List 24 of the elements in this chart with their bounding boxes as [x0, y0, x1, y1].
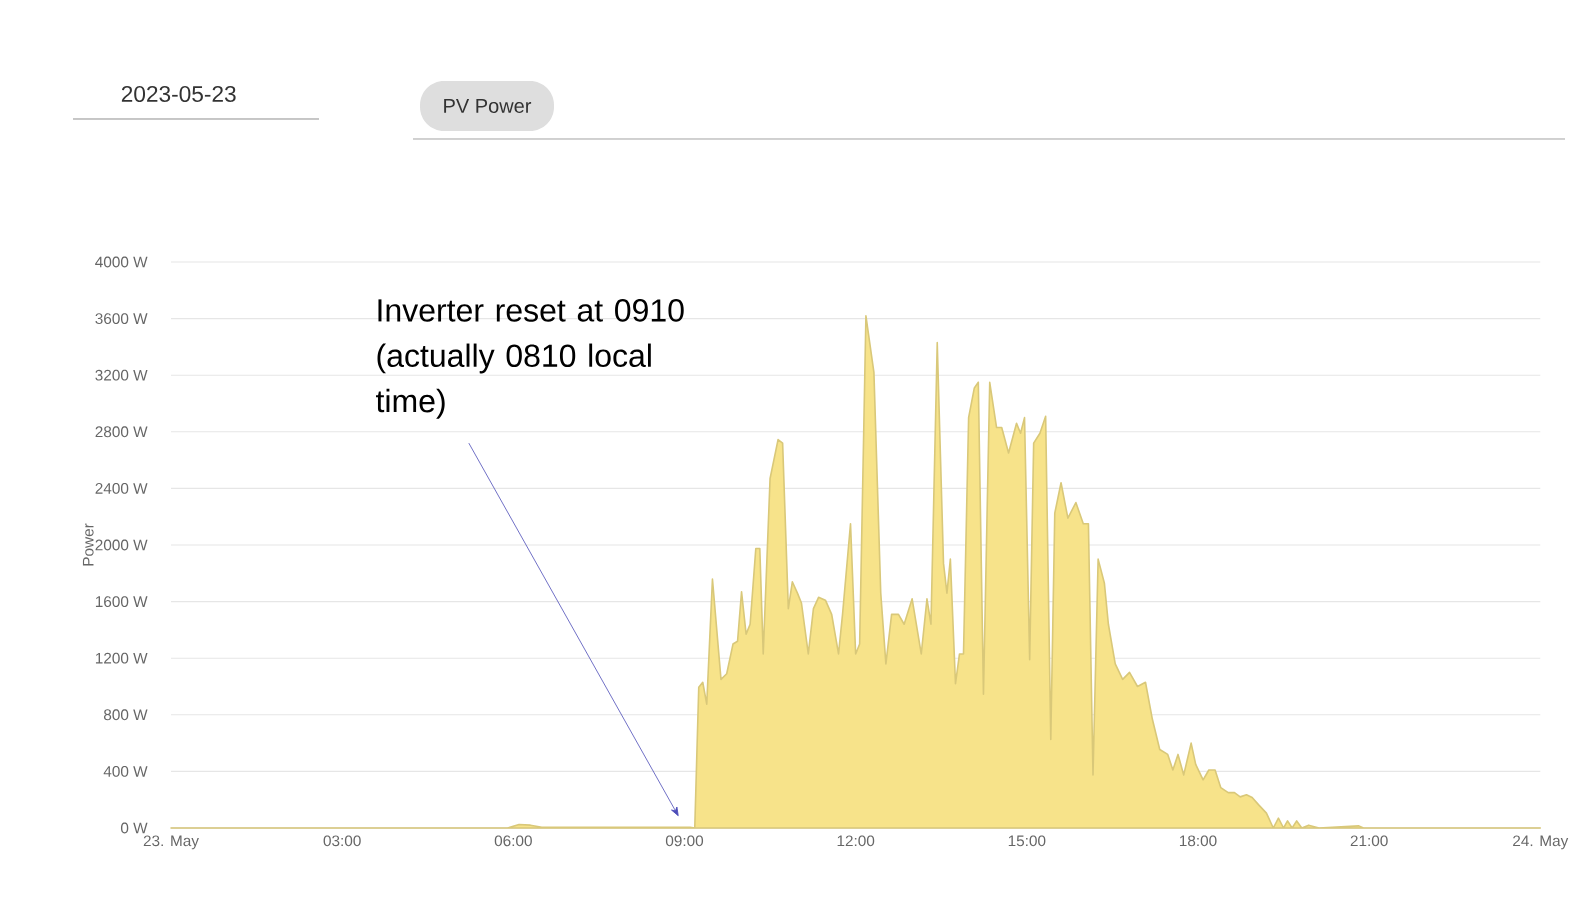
- y-tick-label: 1600 W: [95, 596, 148, 608]
- y-tick-label: 2400 W: [95, 482, 148, 494]
- y-tick-label: 400 W: [103, 765, 148, 777]
- y-tick-label: 1200 W: [95, 652, 148, 664]
- y-tick-label: 2000 W: [95, 539, 148, 551]
- x-tick-label: 21:00: [1350, 835, 1388, 847]
- y-tick-label: 3600 W: [95, 313, 148, 325]
- x-tick-label: 09:00: [665, 835, 704, 847]
- x-tick-label: 18:00: [1179, 835, 1217, 847]
- y-axis-title: Power: [82, 523, 94, 566]
- annotation: Inverter reset at 0910 (actually 0810 local time): [376, 299, 684, 419]
- chart-title: PV Power: [444, 99, 532, 113]
- y-tick-label: 4000 W: [95, 256, 148, 268]
- x-tick-label: 15:00: [1008, 835, 1046, 847]
- y-tick-label: 800 W: [103, 709, 148, 721]
- chart-subtitle: 2023-05-23: [121, 85, 236, 103]
- y-tick-label: 2800 W: [95, 426, 148, 438]
- x-tick-label: 12:00: [837, 835, 875, 847]
- y-tick-label: 0 W: [120, 822, 148, 834]
- x-tick-label: 23. May: [143, 835, 199, 850]
- x-tick-label: 24. May: [1513, 835, 1569, 850]
- x-tick-label: 03:00: [323, 835, 361, 847]
- y-tick-label: 3200 W: [95, 369, 148, 381]
- x-tick-label: 06:00: [494, 835, 532, 847]
